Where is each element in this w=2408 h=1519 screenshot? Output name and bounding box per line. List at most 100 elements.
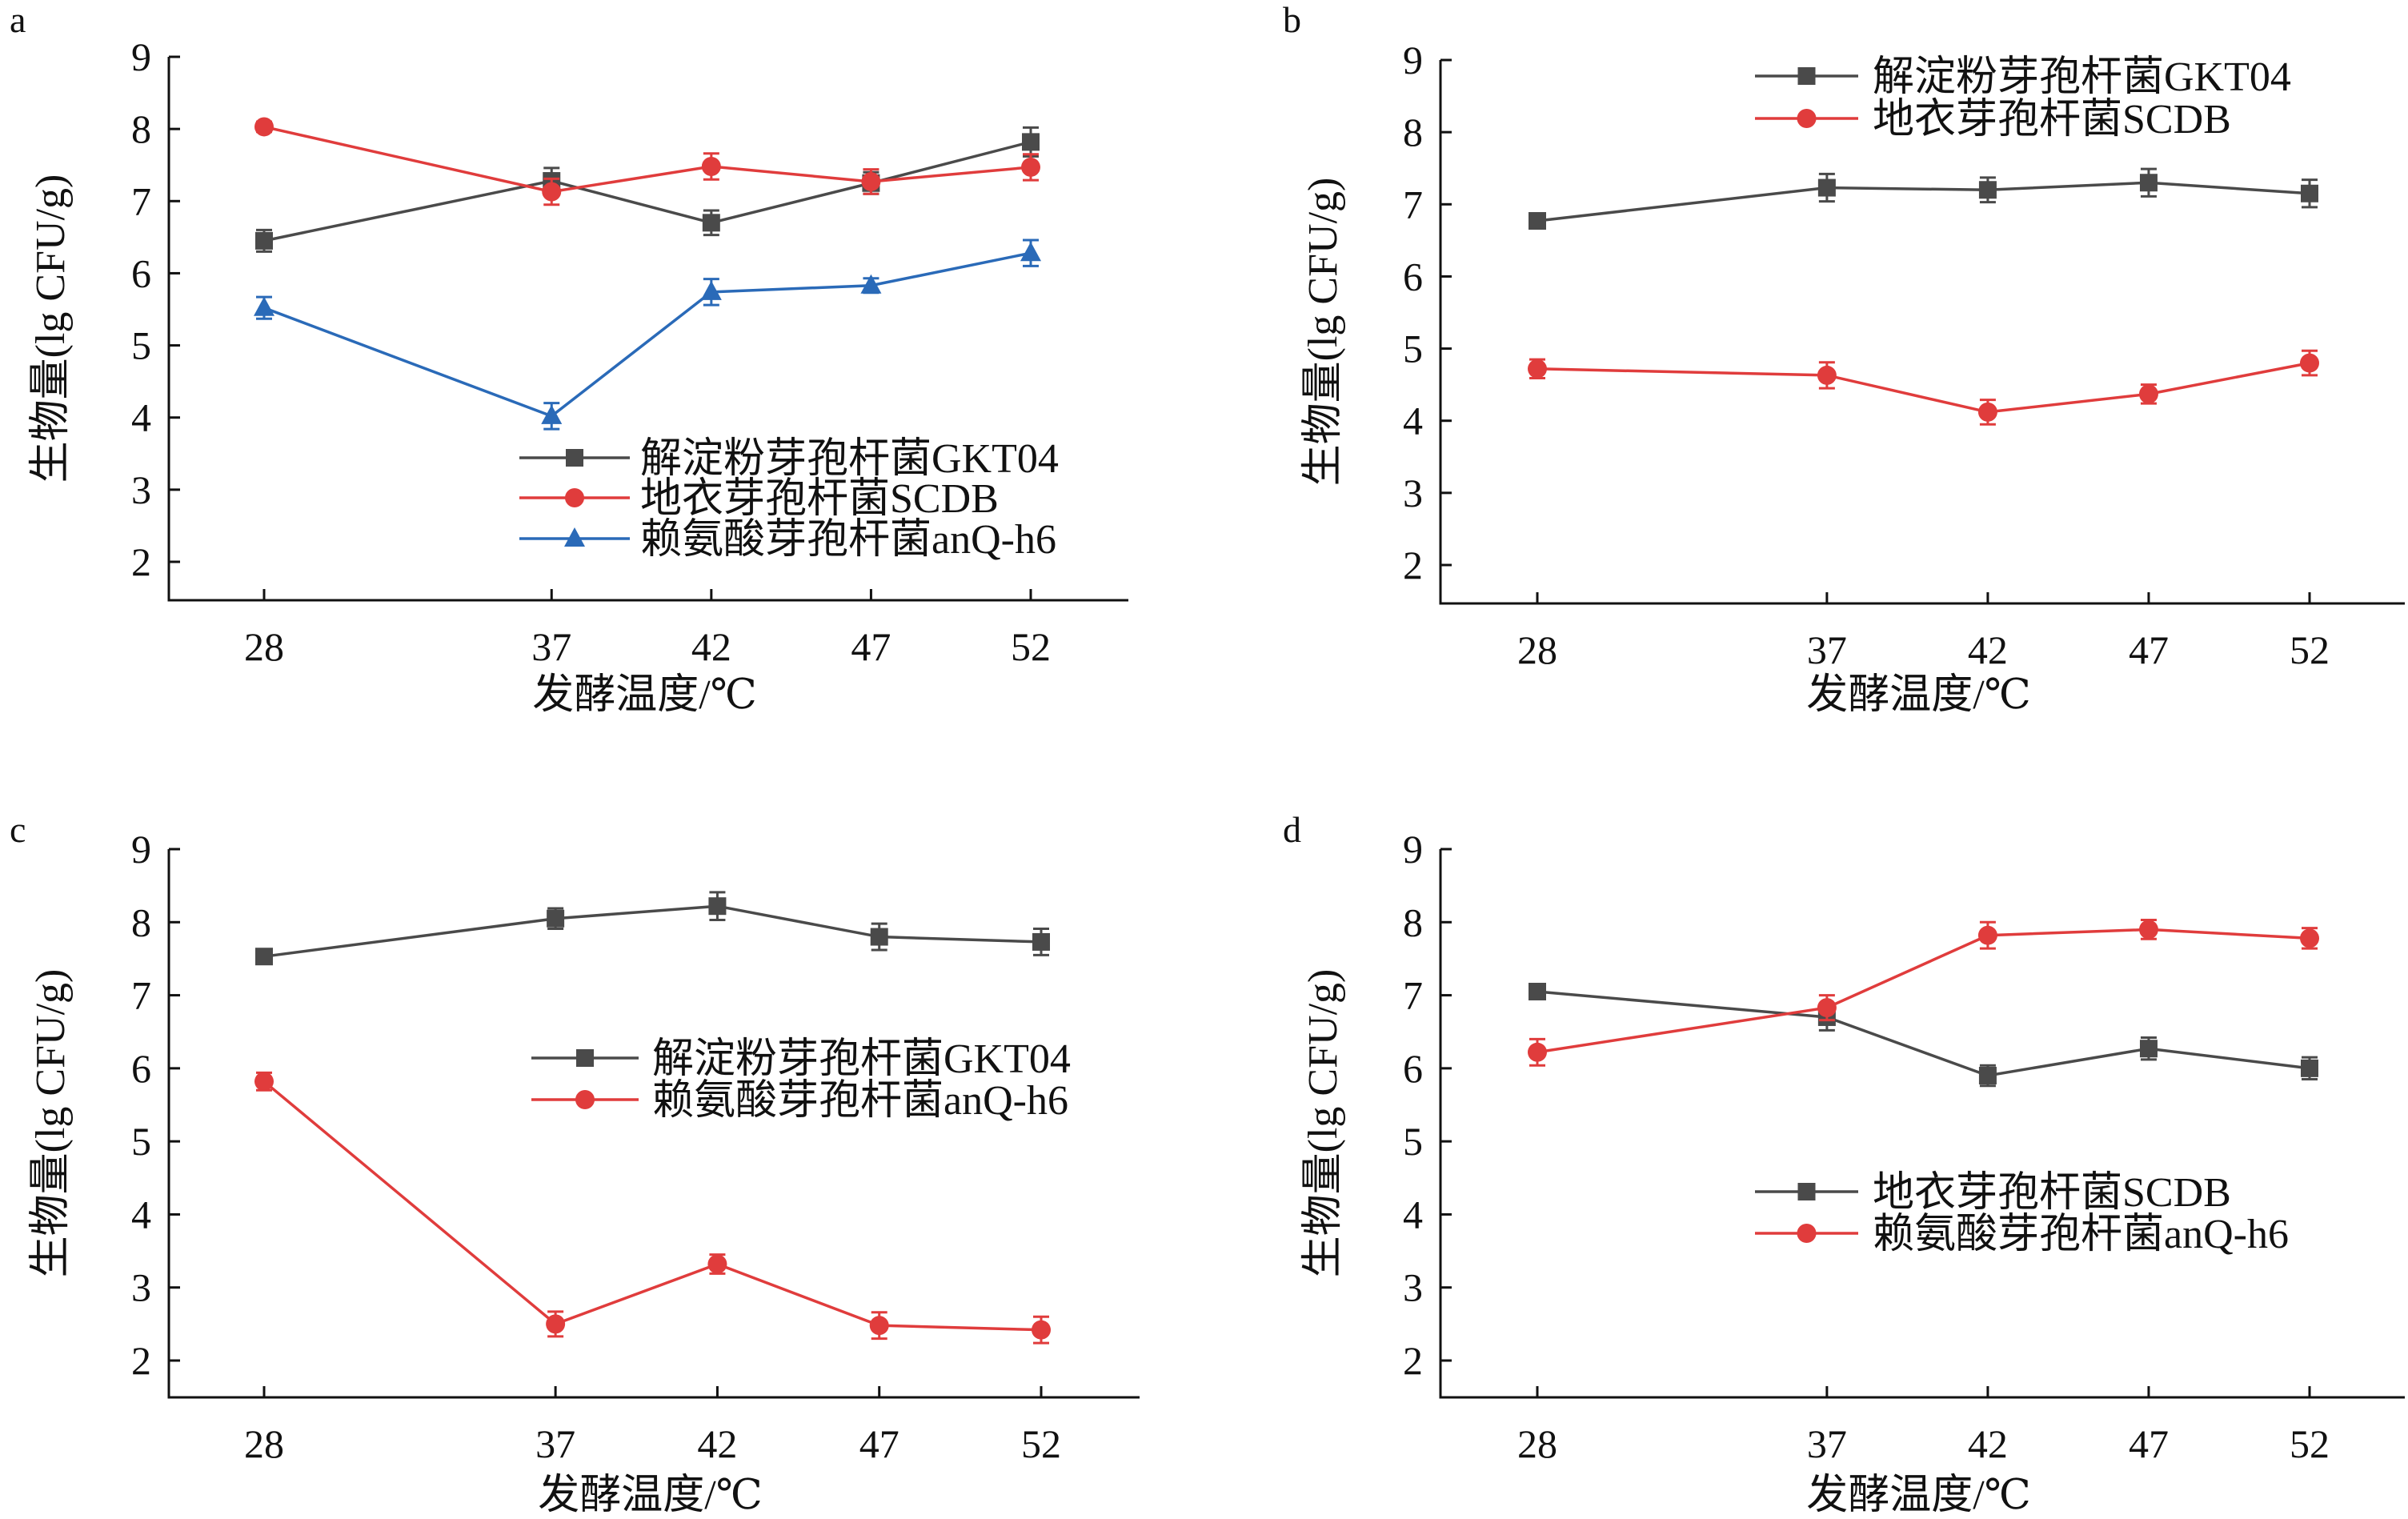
data-point [2138, 384, 2158, 404]
legend-entry: 解淀粉芽孢杆菌GKT04 [1755, 54, 2291, 100]
x-axis-label: 发酵温度/℃ [1806, 672, 2031, 718]
y-tick-label: 6 [1403, 254, 1423, 299]
x-tick-label: 52 [2290, 1421, 2330, 1466]
series-1 [1528, 349, 2319, 426]
data-point [1817, 998, 1837, 1018]
legend-entry: 赖氨酸芽孢杆菌anQ-h6 [1755, 1212, 2289, 1257]
legend-label: 解淀粉芽孢杆菌GKT04 [640, 436, 1059, 482]
x-axis-label: 发酵温度/℃ [532, 672, 757, 718]
data-point [1978, 1066, 1997, 1084]
data-point [702, 214, 720, 232]
y-tick-label: 9 [131, 34, 151, 79]
x-axis-label: 发酵温度/℃ [1806, 1473, 2031, 1518]
x-tick-label: 47 [851, 624, 891, 669]
legend-marker [575, 1090, 595, 1109]
series-line [1537, 181, 2310, 222]
x-tick-label: 47 [2129, 1421, 2169, 1466]
legend-marker [1797, 67, 1816, 85]
data-point [1021, 157, 1040, 177]
y-tick-label: 8 [131, 106, 151, 151]
series-1 [254, 1071, 1051, 1345]
data-point [2300, 928, 2319, 948]
data-point [254, 1072, 274, 1092]
legend-marker [565, 488, 584, 507]
legend-entry: 赖氨酸芽孢杆菌anQ-h6 [531, 1078, 1068, 1124]
y-tick-label: 7 [1403, 182, 1423, 226]
y-axis-label: 生物量(lg CFU/g) [28, 969, 74, 1278]
data-point [255, 231, 273, 250]
data-point [541, 404, 563, 424]
x-tick-label: 37 [1807, 1421, 1847, 1466]
panel-letter: a [10, 0, 26, 40]
data-point [860, 274, 882, 294]
y-tick-label: 7 [131, 973, 151, 1018]
legend-entry: 解淀粉芽孢杆菌GKT04 [519, 436, 1059, 482]
series-0 [255, 126, 1040, 253]
legend-label: 地衣芽孢杆菌SCDB [1873, 97, 2231, 142]
legend-marker [576, 1049, 594, 1067]
x-tick-label: 47 [2129, 627, 2169, 672]
legend-label: 解淀粉芽孢杆菌GKT04 [652, 1036, 1071, 1082]
y-axis-label: 生物量(lg CFU/g) [28, 174, 74, 483]
data-point [255, 948, 273, 966]
y-tick-label: 6 [1403, 1046, 1423, 1091]
data-point [707, 1254, 727, 1274]
data-point [701, 157, 721, 177]
legend-entry: 地衣芽孢杆菌SCDB [519, 476, 999, 522]
x-tick-label: 42 [691, 624, 731, 669]
data-point [2138, 920, 2158, 940]
x-tick-label: 37 [531, 624, 571, 669]
data-point [2301, 1059, 2318, 1077]
data-point [254, 296, 274, 316]
y-tick-label: 5 [131, 323, 151, 368]
data-point [2139, 1040, 2158, 1058]
y-tick-label: 3 [131, 1265, 151, 1310]
x-tick-label: 28 [1517, 1421, 1557, 1466]
y-tick-label: 4 [1403, 399, 1423, 443]
y-tick-label: 3 [1403, 471, 1423, 515]
legend-label: 解淀粉芽孢杆菌GKT04 [1873, 54, 2291, 100]
data-point [1817, 365, 1837, 385]
panel-d: d 2 3 4 5 6 7 8 9 28 37 42 47 52 发酵温度/℃ 生物量(lg CFU/g) 地衣… [1283, 809, 2405, 1518]
legend-label: 赖氨酸芽孢杆菌anQ-h6 [652, 1078, 1068, 1124]
panel-c: c 2 3 4 5 6 7 8 9 28 37 42 47 52 发酵温度/℃ 生物量(lg CFU/g) 解淀… [10, 809, 1140, 1518]
y-tick-label: 4 [131, 395, 151, 440]
legend-marker [564, 527, 585, 547]
data-point [1022, 133, 1040, 151]
y-tick-label: 7 [1403, 973, 1423, 1018]
x-tick-label: 52 [1011, 624, 1051, 669]
data-point [1032, 1320, 1051, 1340]
y-tick-label: 9 [131, 827, 151, 872]
series-1 [254, 117, 1040, 206]
y-tick-label: 2 [131, 1338, 151, 1383]
y-axis-label: 生物量(lg CFU/g) [1300, 178, 1346, 487]
data-point [2300, 353, 2319, 373]
x-tick-label: 42 [697, 1421, 737, 1466]
data-point [870, 928, 888, 946]
y-tick-label: 7 [131, 178, 151, 223]
y-tick-label: 2 [131, 539, 151, 584]
series-line [263, 140, 1032, 242]
y-tick-label: 6 [131, 250, 151, 295]
legend-marker [1797, 1224, 1817, 1243]
y-tick-label: 3 [131, 467, 151, 512]
series-line [263, 251, 1032, 418]
y-tick-label: 4 [131, 1192, 151, 1236]
series-1 [1528, 919, 2319, 1067]
data-point [861, 171, 881, 191]
data-point [2301, 184, 2318, 202]
y-tick-label: 6 [131, 1046, 151, 1091]
legend-label: 赖氨酸芽孢杆菌anQ-h6 [640, 517, 1056, 563]
data-point [869, 1316, 889, 1336]
legend-label: 地衣芽孢杆菌SCDB [1873, 1170, 2231, 1216]
panel-b: b 2 3 4 5 6 7 8 9 28 37 42 47 52 发酵温度/℃ 生物量(lg CFU/g) 解淀… [1283, 0, 2405, 718]
legend-entry: 地衣芽孢杆菌SCDB [1755, 1170, 2231, 1216]
x-tick-label: 47 [859, 1421, 899, 1466]
y-tick-label: 2 [1403, 1338, 1423, 1383]
data-point [1529, 212, 1546, 230]
legend-marker [566, 449, 583, 467]
x-tick-label: 42 [1968, 627, 2008, 672]
panel-letter: c [10, 809, 26, 850]
x-tick-label: 28 [1517, 627, 1557, 672]
